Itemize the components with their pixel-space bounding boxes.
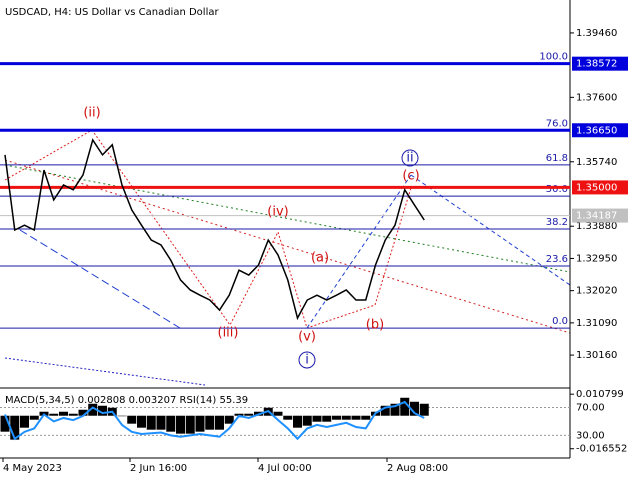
- macd-bar: [78, 409, 88, 416]
- fib-label: 38.2: [546, 217, 568, 228]
- macd-bar: [10, 415, 20, 440]
- macd-bar: [215, 415, 224, 430]
- x-tick-label: 2 Jun 16:00: [130, 463, 187, 474]
- macd-bar: [146, 415, 156, 430]
- wave-label: (c): [402, 169, 419, 184]
- macd-bar: [400, 397, 410, 416]
- x-tick-label: 2 Aug 08:00: [387, 463, 448, 474]
- y-tick-label: 1.32020: [576, 286, 617, 297]
- macd-bar: [341, 415, 351, 420]
- y-tick-label: 1.37600: [576, 92, 617, 103]
- blue-trend: [410, 174, 571, 286]
- price-box-label: 1.34187: [576, 211, 617, 222]
- macd-bar: [322, 415, 332, 422]
- macd-bar: [117, 415, 127, 417]
- macd-bar: [185, 415, 195, 434]
- y-tick-label: 1.39460: [576, 28, 617, 39]
- macd-bar: [332, 415, 341, 420]
- wave-label: (iv): [267, 205, 288, 220]
- price-box-label: 1.35000: [576, 182, 617, 193]
- rsi-line: [4, 400, 425, 441]
- wave-label: (a): [311, 251, 329, 266]
- macd-bar: [293, 415, 302, 428]
- indicator-title: MACD(5,34,5) 0.002808 0.003207 RSI(14) 5…: [5, 395, 248, 406]
- macd-bar: [224, 415, 234, 424]
- wave-circle: [401, 149, 419, 167]
- macd-bar: [59, 411, 68, 416]
- y-tick-label: 1.30160: [576, 350, 617, 361]
- y-tick-label: 1.33880: [576, 221, 617, 232]
- macd-bar: [312, 415, 322, 422]
- macd-tick-label: 0.010799: [576, 389, 624, 400]
- wave-label: (b): [366, 318, 384, 333]
- y-tick-label: 1.32950: [576, 253, 617, 264]
- price-box: [572, 208, 628, 223]
- y-tick-label: 1.35740: [576, 157, 617, 168]
- fib-label: 100.0: [539, 52, 568, 63]
- macd-bar: [302, 415, 312, 426]
- macd-bar: [410, 401, 419, 416]
- macd-bar: [0, 415, 10, 432]
- macd-bar: [205, 415, 215, 430]
- macd-bar: [176, 415, 185, 434]
- macd-bar: [98, 405, 107, 416]
- macd-bar: [273, 411, 283, 416]
- macd-bar: [127, 415, 137, 424]
- macd-bar: [29, 415, 39, 420]
- macd-bar: [20, 415, 29, 428]
- macd-bar: [380, 405, 390, 416]
- wave-label: ii: [406, 151, 413, 166]
- price-box: [572, 56, 628, 71]
- rsi-tick-label: 30.00: [576, 430, 605, 441]
- macd-bar: [156, 415, 166, 430]
- blue-channel: [19, 229, 181, 329]
- wave-label: (ii): [83, 106, 100, 121]
- macd-bar: [283, 415, 293, 420]
- fib-label: 50.0: [546, 184, 568, 195]
- wave-circle: [298, 351, 316, 369]
- blue-dotted: [4, 357, 206, 386]
- blue-wave: [306, 174, 412, 329]
- x-tick-label: 4 May 2023: [3, 463, 62, 474]
- macd-bar: [88, 403, 98, 416]
- macd-bar: [351, 415, 361, 420]
- macd-bar: [390, 403, 400, 416]
- macd-bar: [68, 413, 78, 416]
- wave-label: i: [305, 353, 309, 368]
- macd-bar: [49, 413, 59, 416]
- price-box: [572, 123, 628, 138]
- price-box-label: 1.36650: [576, 125, 617, 136]
- wave-label: (v): [298, 330, 316, 345]
- macd-bar: [234, 413, 244, 416]
- macd-tick-label: -0.016552: [576, 444, 627, 455]
- chart-title: USDCAD, H4: US Dollar vs Canadian Dollar: [5, 7, 219, 18]
- x-tick-label: 4 Jul 00:00: [258, 463, 312, 474]
- macd-bar: [244, 413, 254, 416]
- price-box: [572, 180, 628, 195]
- rsi-tick-label: 70.00: [576, 403, 605, 414]
- macd-bar: [361, 415, 371, 420]
- macd-bar: [166, 415, 176, 432]
- fib-label: 0.0: [552, 316, 568, 327]
- price-line: [4, 138, 425, 321]
- fib-label: 61.8: [546, 153, 568, 164]
- macd-bar: [195, 415, 205, 432]
- price-box-label: 1.38572: [576, 59, 617, 70]
- green-trend: [4, 164, 571, 273]
- y-tick-label: 1.31090: [576, 318, 617, 329]
- red-trend: [4, 159, 571, 334]
- wave-label: (iii): [218, 326, 239, 341]
- macd-bar: [419, 403, 429, 416]
- fib-label: 76.0: [546, 118, 568, 129]
- macd-bar: [137, 415, 146, 428]
- fib-label: 23.6: [546, 254, 568, 265]
